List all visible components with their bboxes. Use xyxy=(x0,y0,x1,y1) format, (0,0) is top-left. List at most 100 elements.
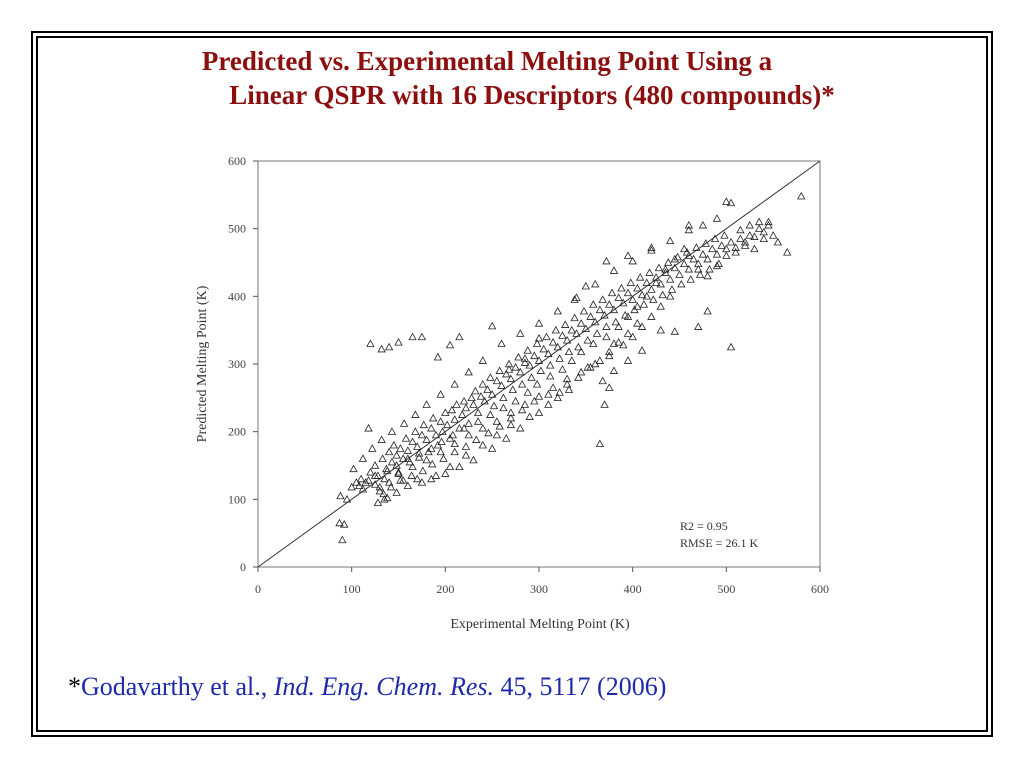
data-point xyxy=(471,386,480,395)
data-point xyxy=(389,440,398,449)
data-point xyxy=(592,329,602,337)
data-point xyxy=(661,264,670,273)
data-point xyxy=(366,339,375,347)
data-point xyxy=(639,300,649,308)
data-point xyxy=(574,373,583,381)
data-point xyxy=(392,451,401,459)
data-point xyxy=(555,388,564,396)
data-point xyxy=(703,306,712,315)
data-point xyxy=(576,347,586,356)
data-point xyxy=(553,393,562,402)
data-point xyxy=(408,332,417,341)
data-point xyxy=(548,383,558,391)
data-point xyxy=(370,471,380,479)
data-point xyxy=(403,481,413,490)
data-point xyxy=(517,405,527,414)
data-point xyxy=(722,197,731,205)
data-point xyxy=(647,312,656,320)
data-point xyxy=(499,393,508,402)
data-point xyxy=(516,423,525,432)
data-point xyxy=(506,408,516,416)
data-point xyxy=(469,400,478,408)
data-point xyxy=(450,379,459,388)
data-point xyxy=(476,392,486,400)
data-point xyxy=(623,312,633,320)
data-point xyxy=(600,400,609,408)
data-point xyxy=(478,440,487,449)
data-point xyxy=(436,390,445,398)
data-point xyxy=(534,319,544,327)
data-point xyxy=(464,430,473,439)
data-point xyxy=(562,374,572,383)
data-point xyxy=(534,408,544,416)
data-point xyxy=(598,376,607,385)
citation-details: 45, 5117 (2006) xyxy=(494,672,667,701)
data-point xyxy=(487,321,497,330)
data-point xyxy=(532,339,542,347)
data-point xyxy=(377,435,386,443)
data-point xyxy=(609,266,619,274)
data-point xyxy=(377,344,386,353)
data-point xyxy=(450,439,459,448)
data-point xyxy=(576,367,586,376)
data-point xyxy=(394,469,403,477)
x-tick-label: 200 xyxy=(436,582,454,596)
data-point xyxy=(598,295,607,303)
data-point xyxy=(544,349,553,358)
data-point xyxy=(703,254,712,263)
data-point xyxy=(620,310,630,319)
data-point xyxy=(394,467,403,476)
data-point xyxy=(656,325,665,334)
data-point xyxy=(387,457,397,466)
data-point xyxy=(497,381,506,389)
x-tick-label: 600 xyxy=(811,582,829,596)
data-point xyxy=(375,486,384,495)
data-point xyxy=(502,369,511,378)
data-point xyxy=(647,285,656,293)
data-point xyxy=(712,250,722,258)
data-point xyxy=(708,244,717,253)
data-point xyxy=(532,379,542,388)
data-point xyxy=(497,339,506,347)
data-point xyxy=(384,447,394,456)
data-point xyxy=(759,234,768,243)
y-tick-label: 100 xyxy=(228,492,246,506)
data-point xyxy=(452,400,461,408)
data-point xyxy=(419,420,428,429)
r2-annotation: R2 = 0.95 xyxy=(680,519,728,533)
data-point xyxy=(339,520,349,528)
y-tick-label: 600 xyxy=(228,154,246,168)
x-tick-label: 0 xyxy=(255,582,261,596)
data-point xyxy=(520,354,530,362)
data-point xyxy=(399,454,408,462)
data-point xyxy=(399,419,409,427)
data-point xyxy=(486,373,495,381)
data-point xyxy=(484,428,493,437)
data-point xyxy=(609,366,619,374)
data-point xyxy=(525,412,534,420)
data-point xyxy=(607,288,617,297)
slide-title-line1: Predicted vs. Experimental Melting Point… xyxy=(201,46,773,76)
data-point xyxy=(392,461,401,469)
data-point xyxy=(731,248,740,256)
data-point xyxy=(551,325,561,334)
data-point xyxy=(347,482,356,491)
data-point xyxy=(417,332,427,341)
data-point xyxy=(361,478,370,486)
data-point xyxy=(623,329,633,337)
data-point xyxy=(354,481,364,490)
data-point xyxy=(542,332,551,341)
data-point xyxy=(614,338,623,346)
y-tick-label: 0 xyxy=(240,560,246,574)
data-point xyxy=(504,359,514,368)
data-point xyxy=(726,342,736,351)
data-point xyxy=(380,495,389,503)
data-point xyxy=(368,444,377,452)
scatter-chart: 0 100 200 300 400 500 600 0100200300400500600 … xyxy=(195,154,829,632)
y-tick-label: 300 xyxy=(228,357,246,371)
data-point xyxy=(712,214,722,222)
data-point xyxy=(609,305,619,314)
data-point xyxy=(516,367,525,376)
data-point xyxy=(633,319,642,327)
data-point xyxy=(626,278,635,287)
